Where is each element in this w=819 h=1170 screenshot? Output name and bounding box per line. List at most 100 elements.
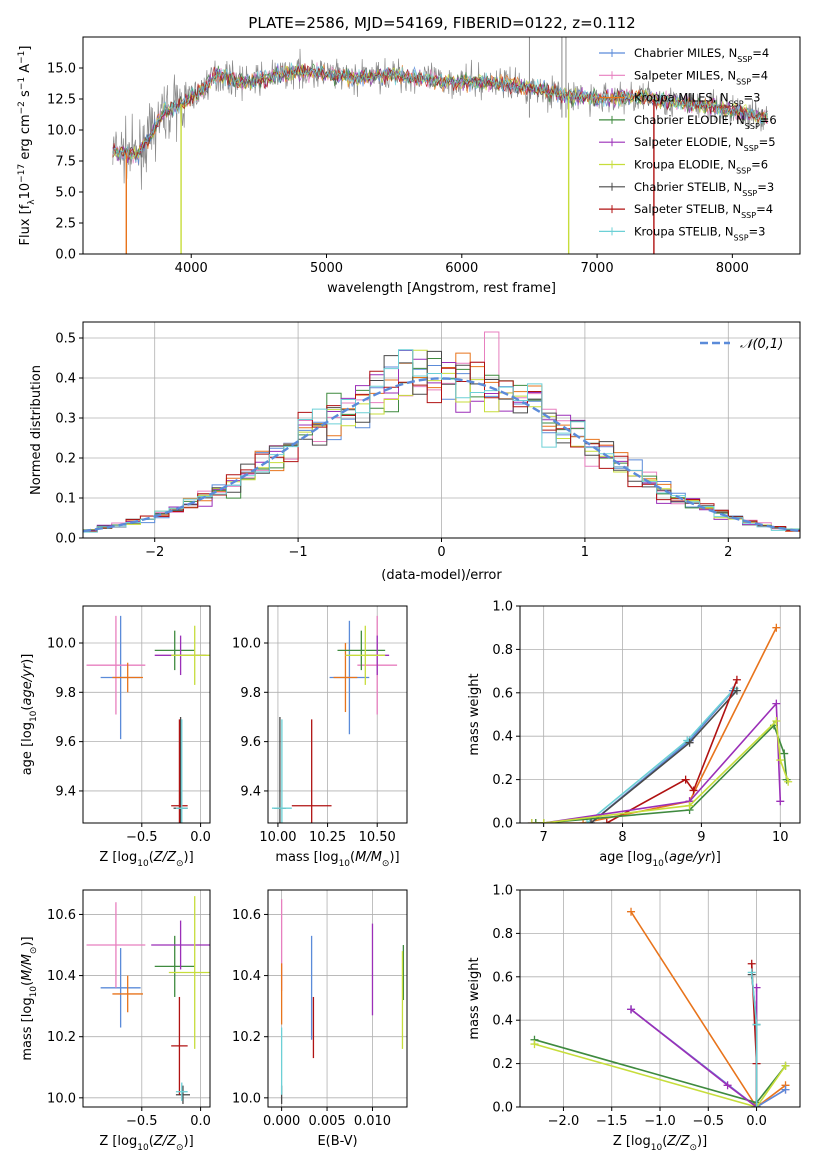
axes-frame xyxy=(267,889,408,1108)
y-axis-label: age [log10(age/yr)] xyxy=(20,654,39,776)
legend-entry-normal: 𝒩(0,1) xyxy=(740,337,783,352)
x-tick-label: 0.0 xyxy=(190,1114,211,1129)
y-tick-label: 9.6 xyxy=(240,735,261,750)
x-tick-label: 2 xyxy=(724,545,732,560)
weights-salpeter-stelib xyxy=(602,675,741,823)
y-tick-label: 9.8 xyxy=(55,686,76,701)
y-axis-label: mass weight xyxy=(467,673,482,755)
legend-entry-kroupa-stelib: Kroupa STELIB, NSSP=3 xyxy=(634,224,765,242)
y-tick-label: 7.5 xyxy=(55,155,76,170)
age_vs_Z-marks xyxy=(86,615,210,823)
x-tick-label: 4000 xyxy=(175,261,208,276)
residuals-panel: −2 −1 0 1 2 0.0 0.1 0.2 0.3 0.4 0.5 (data-model)/er… xyxy=(29,321,801,583)
x-tick-label: 5000 xyxy=(310,261,343,276)
x-tick-label: −0.5 xyxy=(126,830,158,845)
y-tick-label: 0.6 xyxy=(492,686,513,701)
x-tick-label: 8 xyxy=(618,830,626,845)
y-tick-label: 0.0 xyxy=(492,1101,513,1116)
errorbar-chabrier-elodie xyxy=(337,630,386,671)
y-tick-label: 0.2 xyxy=(492,773,513,788)
x-axis-label: (data-model)/error xyxy=(381,568,502,583)
legend-entry-salpeter-miles: Salpeter MILES, NSSP=4 xyxy=(634,68,768,86)
model-spectrum-chabrier-stelib xyxy=(112,65,768,161)
age_vs_mass-panel: 10.00 10.25 10.50 9.4 9.6 9.8 10.0 mass [log10(… xyxy=(232,605,408,869)
weight-marker xyxy=(627,907,636,916)
spectrum-marks xyxy=(112,37,768,254)
y-tick-label: 1.0 xyxy=(492,600,513,615)
y-tick-label: 15.0 xyxy=(47,62,76,77)
weight-marker xyxy=(780,749,789,758)
normal-curve xyxy=(83,377,800,533)
mass_vs_Z-panel: −0.5 0.0 10.0 10.2 10.4 10.6 Z [log10(Z/Z⊙)] ma… xyxy=(20,889,211,1153)
weight-marker xyxy=(539,819,548,823)
y-tick-label: 0.4 xyxy=(492,730,513,745)
y-tick-label: 10.0 xyxy=(232,636,261,651)
weight_vs_Z-panel: −2.0 −1.5 −1.0 −0.5 0.0 0.0 0.2 0.4 0.6 0.8 1.0 mas… xyxy=(467,884,801,1153)
y-tick-label: 5.0 xyxy=(55,186,76,201)
errorbar-chabrier-stelib xyxy=(175,1085,191,1104)
y-tick-label: 0.0 xyxy=(55,532,76,547)
errorbar-salpeter-elodie xyxy=(151,920,210,970)
x-tick-label: 10.25 xyxy=(309,830,346,845)
x-tick-label: 8000 xyxy=(716,261,749,276)
legend-entry-kroupa-elodie: Kroupa ELODIE, NSSP=6 xyxy=(634,158,768,176)
weight-marker xyxy=(772,717,781,726)
legend-entry-kroupa-miles: Kroupa MILES, NSSP=3 xyxy=(634,91,760,109)
residuals-marks xyxy=(83,331,800,538)
y-tick-label: 0.0 xyxy=(55,248,76,263)
age_vs_mass-marks xyxy=(271,615,398,823)
weight-marker xyxy=(732,675,741,684)
x-axis-label: age [log10(age/yr)] xyxy=(599,850,721,869)
weight-marker xyxy=(627,1005,636,1014)
y-tick-label: 10.0 xyxy=(232,1091,261,1106)
errorbar-salpeter-stelib xyxy=(291,719,332,823)
errorbar-chabrier-elodie xyxy=(154,630,195,671)
weight-marker xyxy=(685,801,694,810)
x-tick-label: −1.0 xyxy=(644,1114,676,1129)
errorbar-kroupa-stelib xyxy=(175,719,188,823)
weight-marker xyxy=(747,968,756,977)
y-tick-label: 0.8 xyxy=(492,927,513,942)
errorbar-kroupa-stelib xyxy=(271,719,292,823)
x-tick-label: 7 xyxy=(540,830,548,845)
y-tick-label: 0.4 xyxy=(55,372,76,387)
y-tick-label: 10.6 xyxy=(47,908,76,923)
y-tick-label: 2.5 xyxy=(55,217,76,232)
axes-frame xyxy=(82,36,801,255)
x-tick-label: 0.005 xyxy=(308,1114,345,1129)
errorbar-kroupa-stelib xyxy=(175,1082,188,1101)
weights-chabrier-stelib xyxy=(586,686,741,823)
spectrum-legend: Chabrier MILES, NSSP=4 Salpeter MILES, NS… xyxy=(599,46,777,242)
weight-marker xyxy=(781,1061,790,1070)
y-tick-label: 10.4 xyxy=(47,969,76,984)
legend-entry-salpeter-elodie: Salpeter ELODIE, NSSP=5 xyxy=(634,135,776,153)
weights-salpeter-stelib xyxy=(747,959,761,1107)
mass_vs_ebv-marks xyxy=(280,899,405,1104)
axes-frame xyxy=(519,605,801,824)
weight-marker xyxy=(527,819,536,823)
errorbar-kroupa-miles xyxy=(112,662,143,693)
mass_vs_Z-marks xyxy=(86,896,210,1104)
y-tick-label: 0.5 xyxy=(55,332,76,347)
legend-entry-salpeter-stelib: Salpeter STELIB, NSSP=4 xyxy=(634,202,773,220)
x-tick-label: 0.0 xyxy=(746,1114,767,1129)
weight-marker xyxy=(781,1085,790,1094)
y-axis-label: Normed distribution xyxy=(29,365,44,495)
y-axis-label: mass [log10(M/M⊙)] xyxy=(20,936,39,1060)
y-tick-label: 0.1 xyxy=(55,492,76,507)
errorbar-kroupa-elodie xyxy=(345,625,386,685)
age_vs_Z-panel: −0.5 0.0 9.4 9.6 9.8 10.0 Z [log10(Z/Z⊙)] age [… xyxy=(20,605,211,869)
x-tick-label: −0.5 xyxy=(692,1114,724,1129)
errorbar-salpeter-stelib xyxy=(171,996,188,1095)
x-tick-label: 10 xyxy=(772,830,789,845)
figure-title: PLATE=2586, MJD=54169, FIBERID=0122, z=0… xyxy=(248,14,635,32)
weight-marker xyxy=(732,686,741,695)
weight-marker xyxy=(752,1020,761,1029)
weight-marker xyxy=(772,699,781,708)
y-tick-label: 9.4 xyxy=(240,784,261,799)
y-tick-label: 0.6 xyxy=(492,970,513,985)
x-tick-label: −2.0 xyxy=(548,1114,580,1129)
x-axis-label: mass [log10(M/M⊙)] xyxy=(275,850,399,869)
x-tick-label: 0 xyxy=(437,545,445,560)
weights-chabrier-elodie xyxy=(531,721,791,823)
